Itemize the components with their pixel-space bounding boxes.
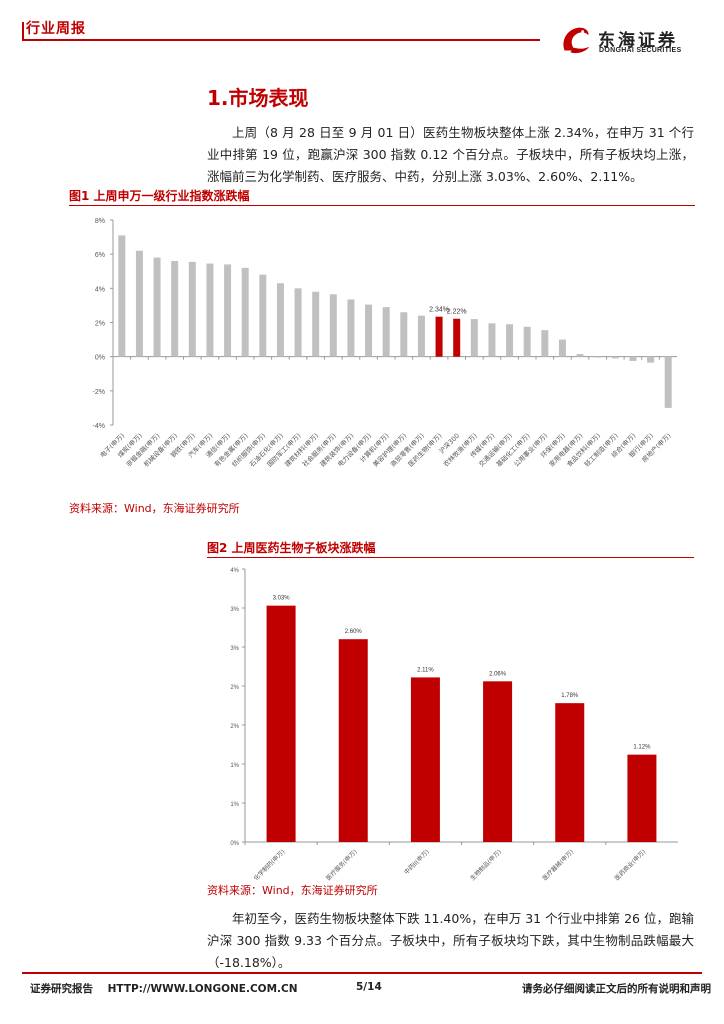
figure2-source: 资料来源：Wind，东海证券研究所 [207,884,378,897]
chart1-y-tick-label: 8% [95,218,105,225]
figure2-rule [207,557,694,558]
chart1-y-tick-label: 2% [95,321,105,328]
chart2-y-tick-label: 2% [230,724,239,730]
chart1-bar [206,263,214,357]
chart2-bar [483,681,513,842]
paragraph-weekly: 上周（8 月 28 日至 9 月 01 日）医药生物板块整体上涨 2.34%，在… [207,125,694,184]
chart2-y-tick-label: 2% [230,685,239,691]
chart2-x-tick-label: 医药商业(申万) [613,848,647,882]
chart1-bar [647,356,655,363]
footer-rule [22,972,702,974]
chart2-data-label: 1.78% [561,693,579,699]
chart1-bar [135,250,143,357]
chart2-x-tick-label: 医疗器械(申万) [541,848,575,882]
chart1-bar [259,274,267,357]
chart1-y-tick-label: -2% [93,389,105,396]
chart2-x-tick-label: 生物制品(申万) [469,848,503,882]
chart2-y-tick-label: 4% [230,568,239,574]
chart1-bar [664,356,672,408]
chart1-bar [453,318,461,357]
logo-name-en: DONGHAI SECURITIES [599,47,682,54]
chart1-bar [118,235,126,357]
chart1-bar [541,330,549,357]
chart1-bar [276,283,284,357]
chart2-data-label: 3.03% [273,596,291,602]
chart1-bar [347,299,355,357]
figure1-title: 图1 上周申万一级行业指数涨跌幅 [69,189,250,203]
chart2-data-label: 1.12% [633,745,651,751]
chart1-bar [241,267,249,357]
chart2-bar [555,703,585,842]
paragraph-ytd: 年初至今，医药生物板块整体下跌 11.40%，在申万 31 个行业中排第 26 … [207,911,694,970]
chart1-bar [558,339,566,357]
chart1-bar [417,315,425,357]
page-number: 5/14 [356,981,382,993]
header-rule [22,39,540,41]
chart1-bar [523,326,531,357]
chart1-bar [224,264,232,357]
chart1-bar [329,294,337,357]
figure2-title: 图2 上周医药生物子板块涨跌幅 [207,541,376,555]
chart2-bar [410,677,440,842]
chart2-y-tick-label: 3% [230,646,239,652]
logo-name-cn: 东海证券 [598,31,678,51]
chart1-bar [400,312,408,357]
chart1-bar [488,323,496,357]
chart1-bar [153,257,161,357]
chart2-x-tick-label: 医疗服务(申万) [324,848,358,882]
chart1-bar [611,356,619,359]
chart1-y-tick-label: 4% [95,286,105,293]
chart1-bar [576,354,584,357]
report-type-label: 行业周报 [26,21,86,37]
chart1-bar [312,291,320,357]
chart1-bar [629,356,637,361]
chart1-bar [506,324,514,357]
chart2-bar [338,639,368,842]
figure1-source: 资料来源：Wind，东海证券研究所 [69,502,240,515]
chart2-x-tick-label: 化学制药(申万) [252,848,286,882]
chart1-bar [435,316,443,357]
chart2-x-tick-label: 中药II(申万) [402,848,430,876]
chart2-data-label: 2.06% [489,671,507,677]
donghai-logo-icon [563,27,590,54]
chart2-y-tick-label: 1% [230,763,239,769]
chart1-bar [470,319,478,357]
chart2-bar [627,754,657,842]
chart1-bar [188,261,196,357]
chart1-bar [294,288,302,357]
chart1-bar [382,307,390,357]
chart1-bar [594,356,602,358]
chart1-bar [365,304,373,357]
footer-left: 证券研究报告 HTTP://WWW.LONGONE.COM.CN [30,983,298,995]
footer-disclaimer: 请务必仔细阅读正文后的所有说明和声明 [522,983,711,995]
chart2-y-tick-label: 3% [230,607,239,613]
chart2-y-tick-label: 0% [230,841,239,847]
section-title: 1.市场表现 [207,86,309,110]
chart1-y-tick-label: -4% [93,423,105,430]
chart1-data-label: 2.22% [447,309,467,316]
chart2-data-label: 2.60% [345,629,363,635]
chart1-data-label: 2.34% [429,307,449,314]
header-accent-bar [22,22,24,41]
chart1-y-tick-label: 0% [95,355,105,362]
chart1-y-tick-label: 6% [95,252,105,259]
chart1-bar [171,261,179,357]
chart2-y-tick-label: 1% [230,802,239,808]
figure1-rule [69,205,695,206]
chart2-data-label: 2.11% [417,667,434,673]
chart2-bar [266,605,296,842]
